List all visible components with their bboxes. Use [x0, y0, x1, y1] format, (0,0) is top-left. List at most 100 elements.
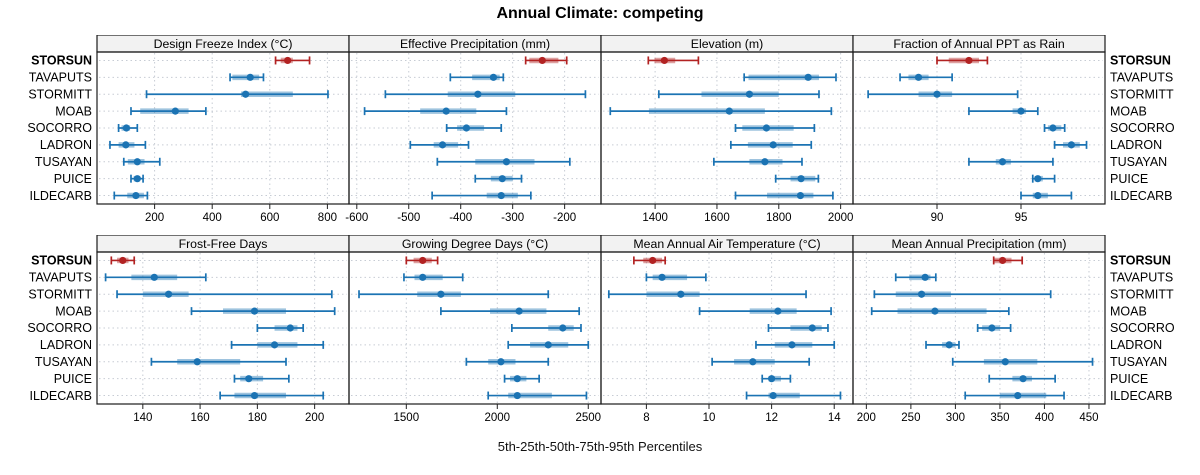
axis-tick-label: 400: [203, 212, 222, 224]
median-dot: [246, 73, 254, 81]
panel: 140 160 180 200 Frost-Free Days: [96, 235, 350, 424]
site-label-left: ILDECARB: [29, 389, 92, 403]
median-dot: [122, 124, 130, 132]
median-dot: [250, 307, 259, 315]
median-dot: [804, 73, 812, 81]
axis-tick-label: 10: [703, 412, 716, 424]
site-label-left: TAVAPUTS: [29, 71, 92, 85]
median-dot: [1019, 375, 1027, 383]
site-label-right: STORMITT: [1110, 87, 1174, 101]
panel-title: Mean Annual Air Temperature (°C): [633, 237, 820, 251]
median-dot: [245, 375, 253, 383]
panel-title: Elevation (m): [691, 37, 763, 51]
axis-tick-label: 1400: [642, 212, 668, 224]
site-label-left: STORSUN: [31, 254, 92, 268]
site-label-right: PUICE: [1110, 372, 1148, 386]
median-dot: [132, 191, 140, 200]
median-dot: [497, 191, 505, 200]
panel: -600 -500 -400 -300 -200 Effective Precipitat…: [345, 35, 602, 224]
median-dot: [945, 341, 953, 349]
median-dot: [286, 324, 294, 332]
median-dot: [462, 124, 471, 132]
site-label-right: ILDECARB: [1110, 189, 1173, 203]
panel-title: Design Freeze Index (°C): [154, 37, 293, 51]
median-dot: [242, 90, 250, 98]
median-dot: [419, 273, 427, 281]
site-label-right: STORSUN: [1110, 254, 1171, 268]
median-dot: [660, 56, 668, 65]
median-dot: [788, 341, 796, 349]
median-dot: [171, 107, 179, 115]
axis-tick-label: 180: [248, 412, 267, 424]
site-label-right: MOAB: [1110, 104, 1147, 118]
site-label-left: LADRON: [40, 338, 92, 352]
median-dot: [762, 124, 771, 132]
median-dot: [749, 358, 757, 366]
median-dot: [774, 307, 782, 315]
median-dot: [559, 324, 567, 332]
axis-tick-label: 1600: [704, 212, 730, 224]
axis-tick-label: 350: [990, 412, 1009, 424]
median-dot: [796, 191, 805, 200]
median-dot: [513, 391, 521, 400]
axis-tick-label: 160: [190, 412, 209, 424]
median-dot: [164, 290, 173, 298]
median-dot: [502, 158, 511, 166]
median-dot: [998, 256, 1007, 265]
axis-tick-label: 12: [765, 412, 778, 424]
site-label-right: SOCORRO: [1110, 121, 1175, 135]
median-dot: [544, 341, 552, 349]
median-dot: [998, 158, 1007, 166]
site-label-right: LADRON: [1110, 338, 1162, 352]
median-dot: [497, 358, 505, 366]
site-label-right: STORMITT: [1110, 287, 1174, 301]
axis-tick-label: -300: [501, 212, 524, 224]
median-dot: [761, 158, 769, 166]
median-dot: [133, 175, 141, 183]
axis-tick-label: -400: [449, 212, 472, 224]
median-dot: [193, 358, 201, 366]
site-label-right: TUSAYAN: [1110, 355, 1167, 369]
site-label-left: TUSAYAN: [35, 355, 92, 369]
panel: 1400 1600 1800 2000 Elevation (m): [600, 35, 854, 224]
median-dot: [1067, 141, 1075, 149]
site-label-left: STORMITT: [28, 287, 92, 301]
site-label-left: SOCORRO: [27, 321, 92, 335]
panel-frame: [852, 51, 1106, 205]
median-dot: [119, 256, 127, 265]
site-label-left: STORMITT: [28, 87, 92, 101]
site-label-right: MOAB: [1110, 304, 1147, 318]
median-dot: [498, 175, 506, 183]
axis-tick-label: 200: [145, 212, 164, 224]
panel: 90 95 Fraction of Annual PPT as Rain: [852, 35, 1106, 224]
panel-frame: [852, 251, 1106, 405]
median-dot: [677, 290, 685, 298]
site-label-right: TAVAPUTS: [1110, 71, 1173, 85]
median-dot: [538, 56, 546, 65]
median-dot: [515, 307, 523, 315]
site-label-left: SOCORRO: [27, 121, 92, 135]
median-dot: [1034, 175, 1042, 183]
median-dot: [1034, 191, 1042, 200]
site-label-left: TUSAYAN: [35, 155, 92, 169]
axis-tick-label: 90: [931, 212, 944, 224]
median-dot: [250, 391, 259, 400]
site-label-right: TUSAYAN: [1110, 155, 1167, 169]
panel: 1500 2000 2500 Growing Degree Days (°C): [348, 235, 602, 424]
median-dot: [284, 56, 292, 65]
median-dot: [917, 290, 926, 298]
median-dot: [1014, 391, 1022, 400]
median-dot: [658, 273, 666, 281]
band-svg: STORSUN STORSUN TAVAPUTS TAVAPUTS STORMITT ST…: [27, 235, 1175, 424]
axis-tick-label: 450: [1079, 412, 1098, 424]
site-label-left: MOAB: [55, 304, 92, 318]
site-label-right: STORSUN: [1110, 54, 1171, 68]
site-label-right: LADRON: [1110, 138, 1162, 152]
axis-tick-label: 600: [260, 212, 279, 224]
band-svg: STORSUN STORSUN TAVAPUTS TAVAPUTS STORMITT ST…: [27, 35, 1175, 224]
panel: 200 400 600 800 Design Freeze Index (°C): [96, 35, 350, 224]
median-dot: [965, 56, 973, 65]
median-dot: [769, 391, 777, 400]
site-label-right: ILDECARB: [1110, 389, 1173, 403]
site-label-left: ILDECARB: [29, 189, 92, 203]
